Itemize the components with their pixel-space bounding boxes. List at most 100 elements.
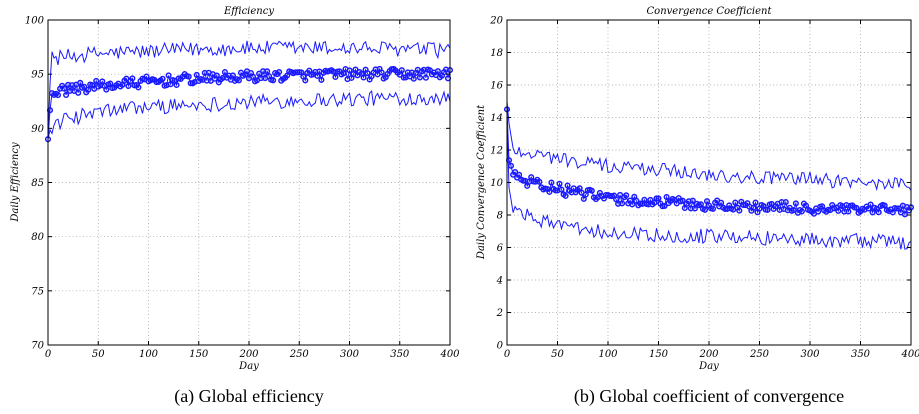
x-tick-label: 350	[390, 349, 410, 360]
y-tick-label: 70	[31, 341, 44, 352]
mean-point	[270, 77, 277, 84]
mean-point	[588, 187, 595, 194]
mean-point	[516, 171, 523, 178]
y-axis-label: Daily Efficiency	[10, 142, 21, 223]
y-tick-label: 80	[31, 232, 44, 243]
mean-point	[434, 68, 441, 75]
x-tick-label: 0	[504, 349, 511, 360]
x-tick-label: 0	[45, 349, 52, 360]
mean-point	[679, 197, 686, 204]
mean-point	[790, 207, 797, 214]
mean-point	[901, 211, 908, 218]
x-tick-label: 150	[189, 349, 209, 360]
mean-point	[81, 83, 88, 90]
mean-point	[235, 77, 242, 84]
mean-point	[398, 67, 405, 74]
mean-point	[378, 69, 385, 76]
mean-point	[103, 86, 110, 93]
x-tick-label: 400	[439, 349, 460, 360]
mean-point	[752, 199, 759, 206]
mean-point	[718, 199, 725, 206]
y-axis-label: Daily Convergence Coefficient	[476, 104, 487, 260]
mean-point	[701, 206, 709, 213]
y-tick-label: 0	[497, 341, 504, 352]
mean-point	[556, 180, 563, 187]
mean-point	[512, 168, 519, 176]
mean-point	[346, 67, 353, 74]
mean-point	[213, 72, 220, 79]
efficiency-chart: Efficiency 0 50 100 150 200 250 300 350 400 70 75 8…	[10, 6, 460, 407]
mean-point	[867, 201, 874, 208]
y-tick-label: 90	[31, 124, 44, 135]
mean-point	[623, 192, 630, 199]
x-tick-label: 200	[238, 349, 259, 360]
mean-point	[63, 91, 70, 99]
y-tick-label: 8	[497, 211, 503, 222]
mean-point	[165, 72, 172, 79]
mean-point	[815, 208, 822, 215]
mean-point	[93, 77, 100, 84]
mean-point	[691, 205, 698, 212]
mean-point	[768, 200, 775, 207]
y-tick-label: 20	[489, 16, 503, 27]
mean-point	[75, 89, 82, 96]
x-tick-label: 250	[749, 349, 770, 360]
mean-point	[798, 208, 805, 215]
y-tick-label: 85	[31, 178, 44, 189]
upper-band-line	[506, 101, 912, 192]
x-tick-label: 250	[289, 349, 310, 360]
mean-point	[655, 195, 662, 202]
mean-point	[61, 85, 68, 92]
grid-lines	[507, 20, 911, 345]
y-tick-label: 14	[490, 113, 503, 124]
mean-point	[193, 71, 200, 78]
mean-point	[410, 75, 417, 82]
mean-point	[85, 86, 92, 93]
y-tick-label: 100	[25, 16, 45, 27]
mean-point	[416, 74, 423, 81]
x-tick-label: 300	[340, 349, 360, 360]
mean-point	[732, 199, 739, 206]
mean-point	[125, 82, 132, 90]
chart-title-convergence: Convergence Coefficient	[647, 6, 773, 17]
mean-point	[143, 73, 150, 80]
x-axis-label: Day	[698, 361, 719, 372]
lower-band-line	[506, 117, 912, 250]
lower-band-line	[47, 90, 451, 140]
mean-point	[564, 182, 571, 189]
mean-point	[173, 81, 180, 89]
convergence-chart: Convergence Coefficient 0 50 100 150 200 250 3…	[476, 6, 919, 407]
y-tick-label: 95	[31, 70, 44, 81]
caption-a: (a) Global efficiency	[174, 386, 324, 407]
axis-ticks: 0 50 100 150 200 250 300 350 400 70 75 80 85 90 95 100	[25, 16, 460, 361]
mean-point	[185, 73, 192, 80]
y-tick-label: 6	[497, 243, 504, 254]
x-tick-label: 350	[851, 349, 871, 360]
mean-point	[663, 193, 670, 201]
x-tick-label: 50	[92, 349, 105, 360]
mean-point	[422, 74, 429, 81]
x-tick-label: 50	[551, 349, 564, 360]
mean-point	[159, 75, 166, 82]
y-tick-label: 12	[490, 146, 503, 157]
x-tick-label: 200	[698, 349, 719, 360]
mean-point	[562, 192, 569, 199]
y-tick-label: 75	[31, 286, 44, 297]
grid-lines	[48, 20, 450, 345]
mean-point	[302, 77, 309, 84]
mean-point	[264, 68, 271, 75]
x-tick-label: 150	[649, 349, 669, 360]
mean-point	[548, 179, 555, 186]
mean-point	[835, 207, 842, 214]
mean-point	[507, 162, 515, 169]
caption-b: (b) Global coefficient of convergence	[574, 386, 844, 407]
mean-point	[129, 75, 136, 82]
x-tick-label: 100	[139, 349, 159, 360]
mean-point	[54, 92, 62, 99]
mean-point	[221, 69, 228, 76]
mean-point	[332, 73, 339, 81]
mean-point	[709, 205, 717, 212]
mean-point	[546, 188, 553, 195]
mean-point	[229, 72, 236, 79]
chart-title-efficiency: Efficiency	[223, 6, 274, 17]
